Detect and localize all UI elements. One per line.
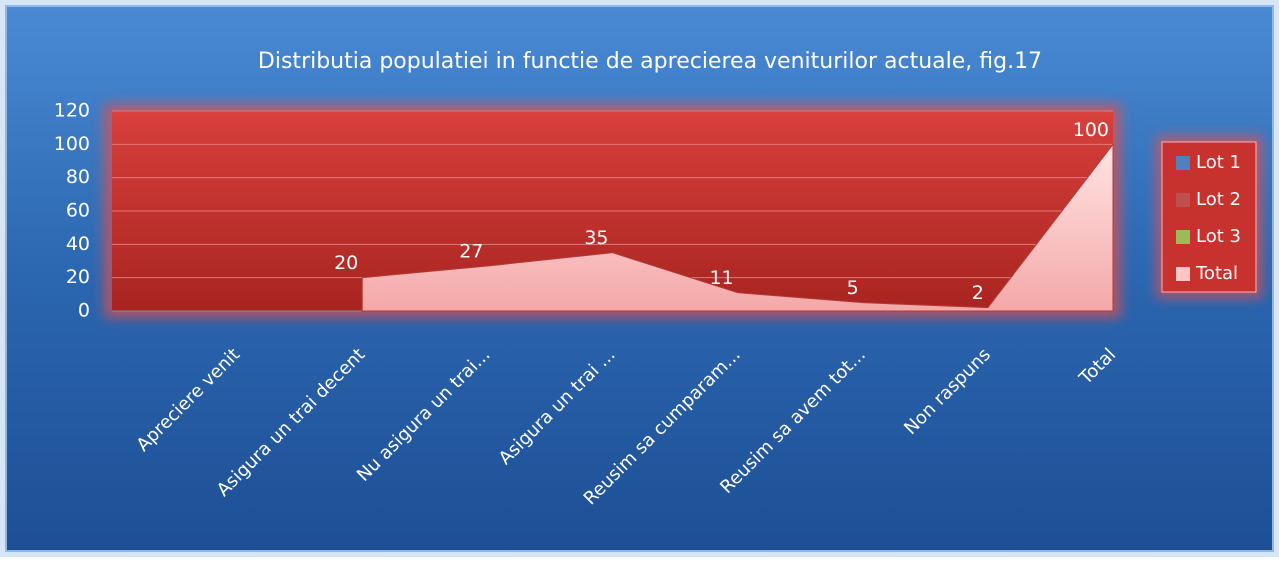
legend-swatch xyxy=(1176,267,1190,281)
data-label: 35 xyxy=(584,227,608,249)
data-label: 20 xyxy=(334,252,358,274)
legend-swatch xyxy=(1176,230,1190,244)
chart-title: Distributia populatiei in functie de apr… xyxy=(258,49,1042,74)
y-tick-label: 120 xyxy=(54,100,90,122)
legend-swatch xyxy=(1176,193,1190,207)
data-label: 27 xyxy=(459,241,483,263)
y-tick-label: 80 xyxy=(66,166,90,188)
data-label: 11 xyxy=(709,267,733,289)
y-tick-label: 0 xyxy=(78,300,90,322)
y-tick-label: 60 xyxy=(66,200,90,222)
y-tick-label: 20 xyxy=(66,266,90,288)
legend-label: Total xyxy=(1195,263,1238,284)
data-label: 100 xyxy=(1073,119,1109,141)
legend-label: Lot 2 xyxy=(1196,189,1241,210)
legend-swatch xyxy=(1176,156,1190,170)
legend-label: Lot 3 xyxy=(1196,226,1241,247)
data-label: 5 xyxy=(847,277,859,299)
data-label: 2 xyxy=(972,282,984,304)
y-tick-label: 100 xyxy=(54,133,90,155)
legend-label: Lot 1 xyxy=(1196,152,1241,173)
area xyxy=(361,142,1114,312)
y-tick-label: 40 xyxy=(66,233,90,255)
